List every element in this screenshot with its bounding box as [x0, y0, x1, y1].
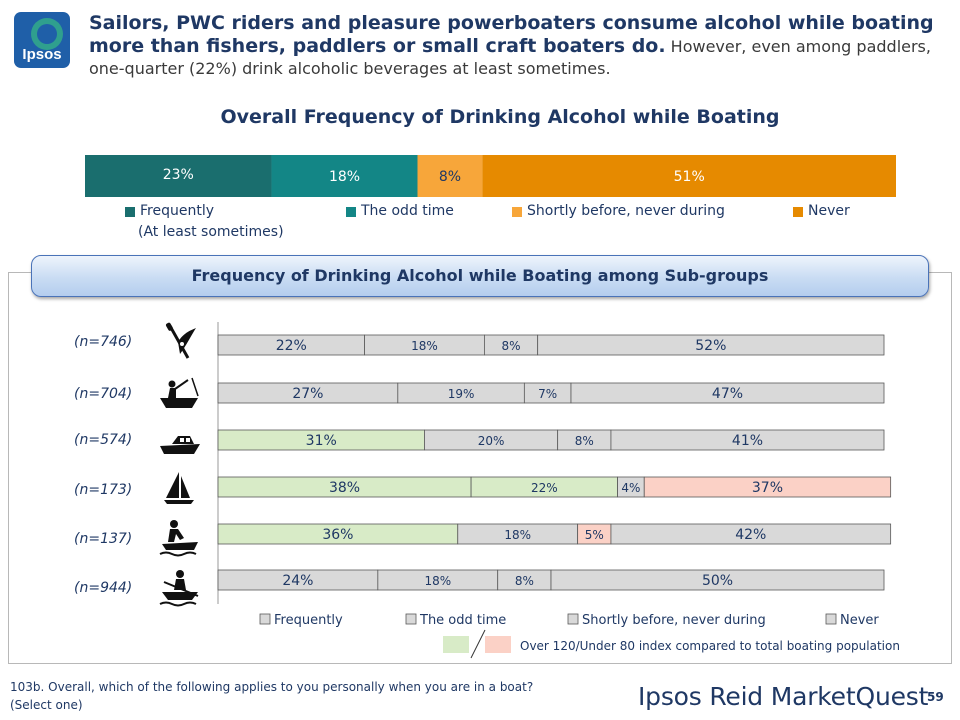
paddle-kayak-icon: [166, 322, 196, 359]
bar-label-row2-shortly-before: 7%: [538, 387, 557, 401]
small-craft-rower-icon: [159, 570, 199, 607]
bar-row5-never: [610, 523, 892, 545]
sub-legend-swatch-odd-time: [405, 613, 417, 625]
legend-label-never: Never: [808, 203, 850, 219]
logo-text: Ipsos: [22, 46, 61, 63]
bar-label-row3-odd-time: 20%: [478, 434, 505, 448]
sailboat-icon: [164, 472, 194, 504]
legend-swatch-shortly-before: [512, 207, 522, 217]
brand-name: Ipsos Reid MarketQuest: [638, 682, 929, 711]
bar-label-row1-never: 52%: [695, 338, 726, 354]
n-label-paddlers: (n=746): [74, 334, 133, 350]
overall-bar-label-never: 51%: [674, 169, 705, 185]
sub-legend-label-frequently: Frequently: [274, 613, 343, 628]
bar-label-row6-shortly-before: 8%: [515, 574, 534, 588]
legend-label-frequently-sub: (At least sometimes): [138, 224, 284, 240]
fishing-boat-icon: [160, 377, 199, 408]
n-label-fishers: (n=704): [74, 386, 133, 402]
survey-question-line2: (Select one): [10, 698, 83, 712]
bar-label-row1-shortly-before: 8%: [502, 339, 521, 353]
legend-label-odd-time: The odd time: [361, 203, 454, 219]
n-label-sailors: (n=173): [74, 482, 133, 498]
legend-label-shortly-before: Shortly before, never during: [527, 203, 725, 219]
survey-question-line1: 103b. Overall, which of the following ap…: [10, 680, 534, 694]
bar-label-row4-frequently: 38%: [329, 480, 360, 496]
bar-label-row4-never: 37%: [752, 480, 783, 496]
bar-label-row1-odd-time: 18%: [411, 339, 438, 353]
legend-swatch-never: [793, 207, 803, 217]
overall-bar-odd-time: [271, 155, 418, 197]
index-swatch-over: [443, 636, 469, 653]
sub-legend-swatch-shortly-before: [567, 613, 579, 625]
index-swatch-under: [485, 636, 511, 653]
bar-label-row5-never: 42%: [735, 527, 766, 543]
powerboat-icon: [160, 436, 200, 454]
sub-legend-label-never: Never: [840, 613, 879, 628]
bar-row1-never: [537, 334, 885, 356]
n-label-powerboaters: (n=574): [74, 432, 133, 448]
bar-label-row4-odd-time: 22%: [531, 481, 558, 495]
overall-bar-label-shortly-before: 8%: [439, 169, 461, 185]
n-label-pwc-riders: (n=137): [74, 531, 133, 547]
overall-chart-title: Overall Frequency of Drinking Alcohol wh…: [220, 106, 780, 128]
page-number: 59: [927, 690, 944, 704]
overall-bar-label-odd-time: 18%: [329, 169, 360, 185]
bar-label-row4-shortly-before: 4%: [621, 481, 640, 495]
sub-legend-swatch-frequently: [259, 613, 271, 625]
headline: Sailors, PWC riders and pleasure powerbo…: [89, 12, 939, 80]
bar-row3-never: [610, 429, 885, 451]
legend-swatch-odd-time: [346, 207, 356, 217]
bar-label-row6-frequently: 24%: [282, 573, 313, 589]
bar-label-row5-odd-time: 18%: [504, 528, 531, 542]
bar-label-row3-frequently: 31%: [306, 433, 337, 449]
overall-bar-frequently: [85, 155, 272, 197]
overall-chart: 23% 18% 8% 51%: [85, 155, 896, 197]
bar-label-row6-never: 50%: [702, 573, 733, 589]
bar-label-row2-frequently: 27%: [292, 386, 323, 402]
headline-bold: Sailors, PWC riders and pleasure powerbo…: [89, 12, 934, 57]
legend-swatch-frequently: [125, 207, 135, 217]
index-note: Over 120/Under 80 index compared to tota…: [520, 639, 900, 653]
index-divider: [470, 629, 486, 659]
overall-bar-never: [482, 155, 896, 197]
bar-label-row5-shortly-before: 5%: [585, 528, 604, 542]
bar-label-row6-odd-time: 18%: [424, 574, 451, 588]
overall-bar-shortly-before: [417, 155, 483, 197]
overall-bar-label-frequently: 23%: [163, 167, 194, 183]
ipsos-logo: Ipsos: [14, 12, 70, 68]
bar-row4-never: [643, 476, 892, 498]
bar-label-row2-odd-time: 19%: [448, 387, 475, 401]
survey-question: 103b. Overall, which of the following ap…: [10, 678, 533, 714]
bar-label-row3-never: 41%: [732, 433, 763, 449]
bar-label-row5-frequently: 36%: [322, 527, 353, 543]
legend-label-frequently: Frequently: [140, 203, 215, 219]
headline-normal: However, even among paddlers, one-quarte…: [89, 37, 931, 78]
bar-label-row1-frequently: 22%: [276, 338, 307, 354]
bar-label-row3-shortly-before: 8%: [575, 434, 594, 448]
n-label-small-craft: (n=944): [74, 580, 133, 596]
bar-row6-never: [550, 569, 885, 591]
sub-legend-swatch-never: [825, 613, 837, 625]
subgroup-banner: Frequency of Drinking Alcohol while Boat…: [31, 255, 929, 297]
bar-label-row2-never: 47%: [712, 386, 743, 402]
pwc-rider-icon: [159, 520, 198, 557]
bar-row2-never: [570, 382, 885, 404]
sub-legend-label-odd-time: The odd time: [419, 613, 506, 628]
sub-legend-label-shortly-before: Shortly before, never during: [582, 613, 766, 628]
